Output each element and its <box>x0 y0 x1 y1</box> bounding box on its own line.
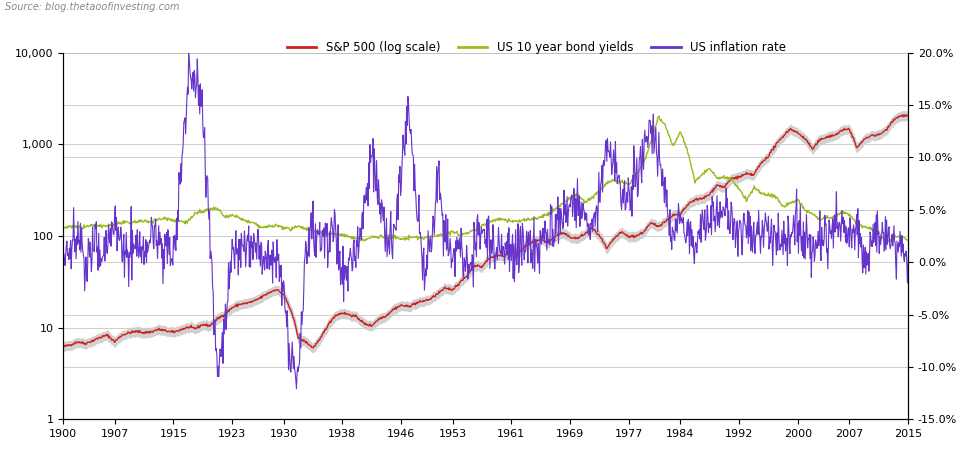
Legend: S&P 500 (log scale), US 10 year bond yields, US inflation rate: S&P 500 (log scale), US 10 year bond yie… <box>282 37 790 59</box>
Text: Source: blog.thetaoofinvesting.com: Source: blog.thetaoofinvesting.com <box>5 2 180 12</box>
